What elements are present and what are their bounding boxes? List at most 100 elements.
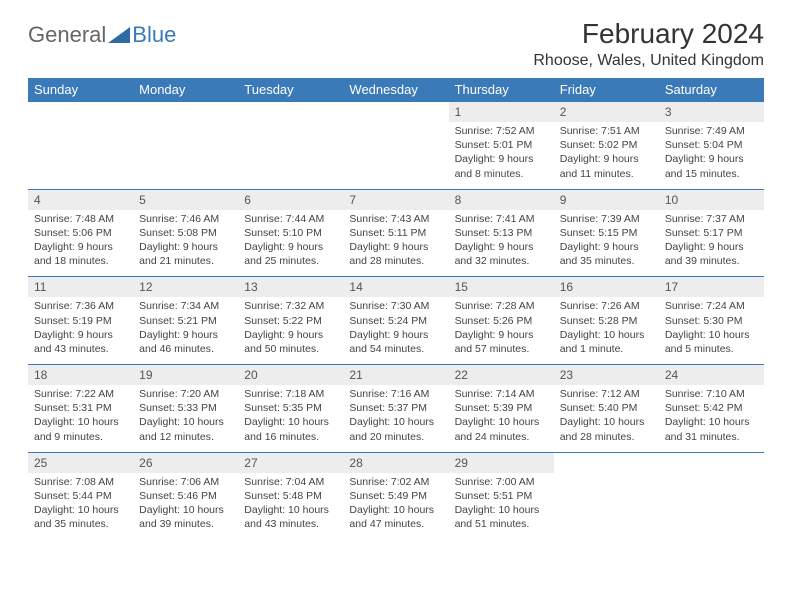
logo-triangle-icon — [108, 27, 130, 43]
daynum-row: 2526272829 — [28, 452, 764, 473]
sunrise-text: Sunrise: 7:28 AM — [455, 299, 548, 313]
daylight-text: Daylight: 10 hours and 43 minutes. — [244, 503, 337, 531]
sunrise-text: Sunrise: 7:37 AM — [665, 212, 758, 226]
day-detail-cell: Sunrise: 7:48 AMSunset: 5:06 PMDaylight:… — [28, 210, 133, 277]
sunset-text: Sunset: 5:46 PM — [139, 489, 232, 503]
calendar-page: General Blue February 2024 Rhoose, Wales… — [0, 0, 792, 539]
day-number-cell: 19 — [133, 365, 238, 386]
sunset-text: Sunset: 5:04 PM — [665, 138, 758, 152]
col-wednesday: Wednesday — [343, 78, 448, 102]
sunset-text: Sunset: 5:10 PM — [244, 226, 337, 240]
daynum-row: 11121314151617 — [28, 277, 764, 298]
day-detail-cell: Sunrise: 7:39 AMSunset: 5:15 PMDaylight:… — [554, 210, 659, 277]
sunrise-text: Sunrise: 7:08 AM — [34, 475, 127, 489]
sunset-text: Sunset: 5:17 PM — [665, 226, 758, 240]
sunset-text: Sunset: 5:48 PM — [244, 489, 337, 503]
sunrise-text: Sunrise: 7:10 AM — [665, 387, 758, 401]
sunset-text: Sunset: 5:26 PM — [455, 314, 548, 328]
col-tuesday: Tuesday — [238, 78, 343, 102]
daylight-text: Daylight: 9 hours and 35 minutes. — [560, 240, 653, 268]
day-detail-cell: Sunrise: 7:08 AMSunset: 5:44 PMDaylight:… — [28, 473, 133, 540]
day-detail-cell: Sunrise: 7:36 AMSunset: 5:19 PMDaylight:… — [28, 297, 133, 364]
daylight-text: Daylight: 10 hours and 1 minute. — [560, 328, 653, 356]
day-number-cell: 2 — [554, 102, 659, 123]
daylight-text: Daylight: 9 hours and 43 minutes. — [34, 328, 127, 356]
day-detail-cell: Sunrise: 7:14 AMSunset: 5:39 PMDaylight:… — [449, 385, 554, 452]
sunrise-text: Sunrise: 7:52 AM — [455, 124, 548, 138]
day-detail-cell: Sunrise: 7:51 AMSunset: 5:02 PMDaylight:… — [554, 122, 659, 189]
day-detail-cell: Sunrise: 7:12 AMSunset: 5:40 PMDaylight:… — [554, 385, 659, 452]
sunset-text: Sunset: 5:22 PM — [244, 314, 337, 328]
daylight-text: Daylight: 10 hours and 31 minutes. — [665, 415, 758, 443]
sunrise-text: Sunrise: 7:26 AM — [560, 299, 653, 313]
sunset-text: Sunset: 5:21 PM — [139, 314, 232, 328]
daylight-text: Daylight: 10 hours and 51 minutes. — [455, 503, 548, 531]
sunrise-text: Sunrise: 7:14 AM — [455, 387, 548, 401]
sunrise-text: Sunrise: 7:12 AM — [560, 387, 653, 401]
sunrise-text: Sunrise: 7:04 AM — [244, 475, 337, 489]
sunset-text: Sunset: 5:49 PM — [349, 489, 442, 503]
day-detail-cell: Sunrise: 7:41 AMSunset: 5:13 PMDaylight:… — [449, 210, 554, 277]
day-number-cell: 18 — [28, 365, 133, 386]
daylight-text: Daylight: 10 hours and 20 minutes. — [349, 415, 442, 443]
day-detail-cell: Sunrise: 7:10 AMSunset: 5:42 PMDaylight:… — [659, 385, 764, 452]
daylight-text: Daylight: 10 hours and 35 minutes. — [34, 503, 127, 531]
sunset-text: Sunset: 5:19 PM — [34, 314, 127, 328]
daylight-text: Daylight: 9 hours and 21 minutes. — [139, 240, 232, 268]
col-monday: Monday — [133, 78, 238, 102]
day-detail-cell — [659, 473, 764, 540]
sunset-text: Sunset: 5:31 PM — [34, 401, 127, 415]
day-detail-cell: Sunrise: 7:04 AMSunset: 5:48 PMDaylight:… — [238, 473, 343, 540]
sunset-text: Sunset: 5:42 PM — [665, 401, 758, 415]
detail-row: Sunrise: 7:22 AMSunset: 5:31 PMDaylight:… — [28, 385, 764, 452]
brand-part1: General — [28, 22, 106, 48]
daylight-text: Daylight: 9 hours and 8 minutes. — [455, 152, 548, 180]
sunset-text: Sunset: 5:35 PM — [244, 401, 337, 415]
daylight-text: Daylight: 9 hours and 18 minutes. — [34, 240, 127, 268]
sunset-text: Sunset: 5:15 PM — [560, 226, 653, 240]
day-number-cell: 11 — [28, 277, 133, 298]
sunset-text: Sunset: 5:02 PM — [560, 138, 653, 152]
day-number-cell: 13 — [238, 277, 343, 298]
day-number-cell — [28, 102, 133, 123]
sunrise-text: Sunrise: 7:22 AM — [34, 387, 127, 401]
sunrise-text: Sunrise: 7:44 AM — [244, 212, 337, 226]
sunrise-text: Sunrise: 7:24 AM — [665, 299, 758, 313]
day-detail-cell: Sunrise: 7:37 AMSunset: 5:17 PMDaylight:… — [659, 210, 764, 277]
day-detail-cell: Sunrise: 7:22 AMSunset: 5:31 PMDaylight:… — [28, 385, 133, 452]
day-number-cell: 14 — [343, 277, 448, 298]
col-sunday: Sunday — [28, 78, 133, 102]
sunrise-text: Sunrise: 7:41 AM — [455, 212, 548, 226]
sunrise-text: Sunrise: 7:16 AM — [349, 387, 442, 401]
sunset-text: Sunset: 5:11 PM — [349, 226, 442, 240]
daylight-text: Daylight: 10 hours and 9 minutes. — [34, 415, 127, 443]
month-title: February 2024 — [533, 18, 764, 50]
day-detail-cell: Sunrise: 7:16 AMSunset: 5:37 PMDaylight:… — [343, 385, 448, 452]
day-detail-cell: Sunrise: 7:52 AMSunset: 5:01 PMDaylight:… — [449, 122, 554, 189]
day-number-cell: 17 — [659, 277, 764, 298]
daynum-row: 123 — [28, 102, 764, 123]
sunrise-text: Sunrise: 7:18 AM — [244, 387, 337, 401]
day-detail-cell: Sunrise: 7:46 AMSunset: 5:08 PMDaylight:… — [133, 210, 238, 277]
sunrise-text: Sunrise: 7:51 AM — [560, 124, 653, 138]
day-number-cell — [133, 102, 238, 123]
day-detail-cell: Sunrise: 7:24 AMSunset: 5:30 PMDaylight:… — [659, 297, 764, 364]
day-number-cell: 20 — [238, 365, 343, 386]
sunset-text: Sunset: 5:30 PM — [665, 314, 758, 328]
day-number-cell — [343, 102, 448, 123]
day-detail-cell: Sunrise: 7:20 AMSunset: 5:33 PMDaylight:… — [133, 385, 238, 452]
day-number-cell: 24 — [659, 365, 764, 386]
daylight-text: Daylight: 9 hours and 28 minutes. — [349, 240, 442, 268]
day-number-cell: 7 — [343, 189, 448, 210]
day-number-cell: 29 — [449, 452, 554, 473]
detail-row: Sunrise: 7:52 AMSunset: 5:01 PMDaylight:… — [28, 122, 764, 189]
daylight-text: Daylight: 10 hours and 39 minutes. — [139, 503, 232, 531]
detail-row: Sunrise: 7:48 AMSunset: 5:06 PMDaylight:… — [28, 210, 764, 277]
day-number-cell: 16 — [554, 277, 659, 298]
sunrise-text: Sunrise: 7:39 AM — [560, 212, 653, 226]
sunset-text: Sunset: 5:06 PM — [34, 226, 127, 240]
day-detail-cell — [343, 122, 448, 189]
day-detail-cell — [133, 122, 238, 189]
day-detail-cell: Sunrise: 7:34 AMSunset: 5:21 PMDaylight:… — [133, 297, 238, 364]
day-number-cell: 1 — [449, 102, 554, 123]
